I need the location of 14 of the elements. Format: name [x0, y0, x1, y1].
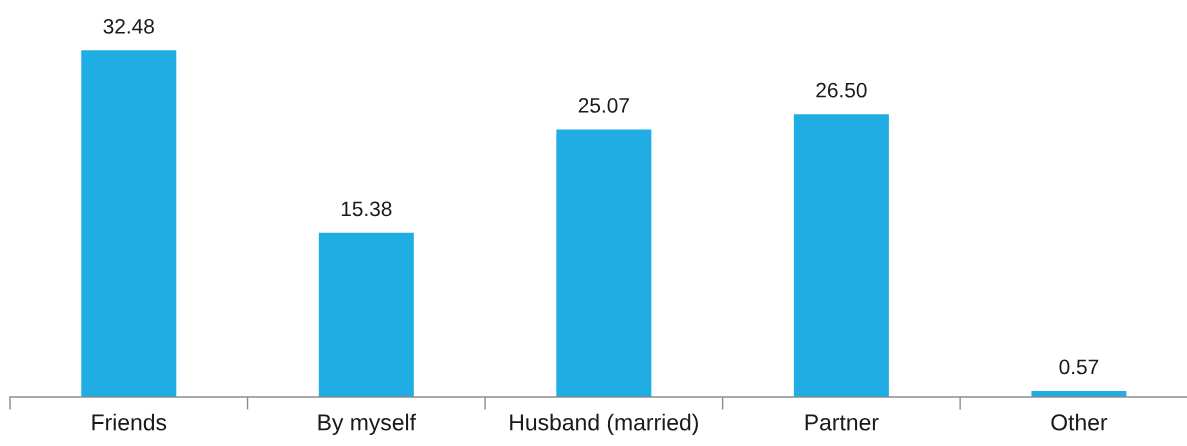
bar: [318, 232, 414, 397]
data-label: 15.38: [341, 201, 392, 217]
data-label: 0.57: [1059, 359, 1099, 375]
x-tick-label: By myself: [318, 413, 416, 436]
x-tick-label: Partner: [805, 414, 879, 431]
data-label: 25.07: [578, 98, 629, 113]
x-tick-label: Husband (married): [510, 413, 698, 436]
data-label: 26.50: [816, 82, 867, 98]
bar: [793, 114, 889, 397]
data-label: 32.48: [103, 18, 154, 34]
x-tick-label: Friends: [92, 413, 167, 431]
x-tick-label: Other: [1051, 413, 1108, 431]
bar: [81, 50, 177, 397]
bar: [556, 129, 652, 397]
